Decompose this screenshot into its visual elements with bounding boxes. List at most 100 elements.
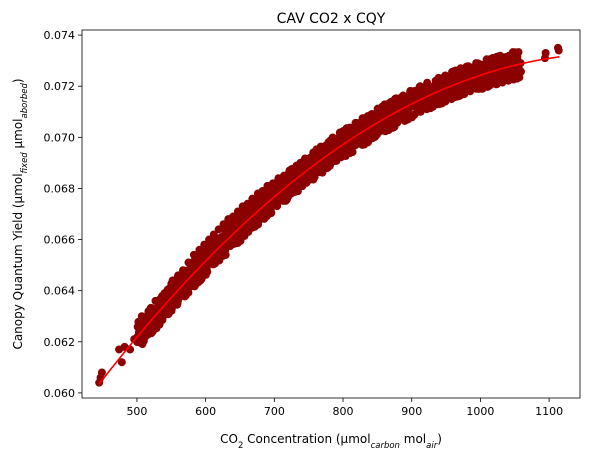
scatter-point xyxy=(157,314,166,323)
scatter-point xyxy=(178,266,187,275)
scatter-point xyxy=(472,84,481,93)
scatter-point xyxy=(315,158,324,167)
scatter-point xyxy=(444,87,453,96)
scatter-point xyxy=(268,179,277,188)
fit-line xyxy=(98,56,560,385)
scatter-point xyxy=(174,271,183,280)
scatter-point xyxy=(290,164,299,172)
plot-area-marks xyxy=(95,43,563,387)
scatter-point xyxy=(168,276,177,285)
scatter-point xyxy=(209,230,218,239)
scatter-point xyxy=(481,74,490,83)
scatter-point xyxy=(97,368,106,377)
scatter-point xyxy=(217,233,226,241)
scatter-point xyxy=(429,102,437,111)
x-tick-label: 700 xyxy=(264,405,285,418)
x-axis-ticks: 500 600 700 800 900 1000 1100 xyxy=(126,398,563,418)
x-tick-label: 800 xyxy=(333,405,354,418)
scatter-point xyxy=(489,53,498,62)
scatter-point xyxy=(207,243,216,252)
scatter-point xyxy=(447,95,456,103)
scatter-point xyxy=(475,77,484,86)
x-tick-label: 900 xyxy=(401,405,422,418)
plot-frame xyxy=(81,29,581,399)
scatter-point xyxy=(229,212,238,221)
y-tick-label: 0.064 xyxy=(44,285,76,298)
y-tick-label: 0.060 xyxy=(44,387,76,400)
scatter-point xyxy=(473,68,482,77)
scatter-point xyxy=(248,194,257,203)
scatter-point xyxy=(307,153,316,162)
y-tick-label: 0.072 xyxy=(44,80,76,93)
x-tick-label: 1100 xyxy=(535,405,563,418)
scatter-point xyxy=(441,97,450,106)
scatter-point xyxy=(354,135,363,144)
scatter-point xyxy=(367,128,376,137)
scatter-point xyxy=(343,124,352,133)
x-axis-label: CO2 Concentration (µmolcarbon molair) xyxy=(220,432,442,451)
scatter-point xyxy=(255,199,264,208)
scatter-point xyxy=(373,125,382,134)
scatter-point xyxy=(391,118,400,126)
scatter-point xyxy=(255,208,264,217)
scatter-point xyxy=(277,184,286,193)
scatter-point xyxy=(431,92,440,101)
scatter-point xyxy=(466,87,475,96)
scatter-point xyxy=(226,237,235,246)
scatter-point xyxy=(484,82,493,91)
scatter-point xyxy=(412,90,421,99)
scatter-point xyxy=(195,245,204,254)
scatter-point xyxy=(482,55,491,64)
scatter-point xyxy=(449,69,458,78)
scatter-point xyxy=(437,79,446,88)
scatter-point xyxy=(435,100,444,109)
scatter-point xyxy=(189,278,198,287)
scatter-point xyxy=(214,256,223,265)
scatter-point xyxy=(378,104,387,113)
scatter-point xyxy=(281,195,290,204)
scatter-point xyxy=(541,49,550,57)
scatter-point xyxy=(266,204,275,213)
scatter-point xyxy=(507,50,516,59)
scatter-point xyxy=(233,234,242,243)
chart-title: CAV CO2 x CQY xyxy=(277,11,386,27)
scatter-point xyxy=(488,72,497,80)
x-tick-label: 500 xyxy=(126,405,147,418)
x-tick-label: 600 xyxy=(195,405,216,418)
scatter-point xyxy=(198,253,207,262)
scatter-point xyxy=(243,199,252,208)
scatter-point xyxy=(404,112,413,121)
scatter-point xyxy=(244,227,253,236)
scatter-point xyxy=(203,248,212,257)
scatter-point xyxy=(398,115,407,124)
scatter-point xyxy=(497,53,506,62)
scatter-point xyxy=(462,62,471,71)
scatter-point xyxy=(379,123,388,132)
scatter-point xyxy=(554,46,563,55)
scatter-point xyxy=(459,89,468,98)
scatter-point xyxy=(346,146,355,155)
scatter-point xyxy=(422,105,431,114)
scatter-point xyxy=(450,84,459,93)
scatter-point xyxy=(497,74,506,83)
scatter-point xyxy=(490,79,499,88)
scatter-point xyxy=(189,250,198,259)
scatter-point xyxy=(315,168,324,177)
scatter-point xyxy=(291,183,300,192)
scatter-point xyxy=(212,238,221,247)
scatter-point xyxy=(385,120,394,129)
scatter-point xyxy=(241,212,250,221)
scatter-point xyxy=(227,225,236,234)
scatter-point xyxy=(352,125,361,134)
scatter-point xyxy=(453,92,462,101)
y-tick-label: 0.074 xyxy=(44,29,76,42)
y-tick-label: 0.066 xyxy=(44,234,76,247)
scatter-point xyxy=(261,213,270,222)
scatter-point xyxy=(231,220,240,229)
scatter-point xyxy=(399,91,408,100)
y-axis-ticks: 0.060 0.062 0.064 0.066 0.068 0.070 0.072 0.074 xyxy=(44,29,82,400)
scatter-point xyxy=(361,133,369,142)
scatter-point xyxy=(160,289,169,298)
scatter-point xyxy=(410,110,419,119)
scatter-point xyxy=(184,258,193,267)
